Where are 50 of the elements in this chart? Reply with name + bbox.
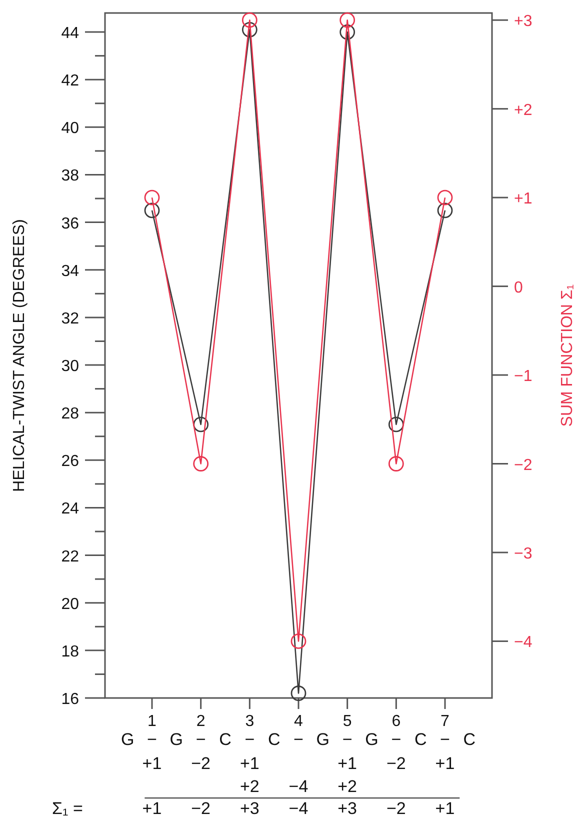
point	[144, 190, 160, 206]
y2-axis-title: SUM FUNCTION Σ₁	[559, 284, 576, 427]
y-tick-label: 44	[61, 25, 80, 42]
y2-tick-label: +3	[514, 13, 532, 30]
point	[437, 202, 453, 218]
y2-tick-label: −2	[514, 456, 532, 474]
point	[144, 202, 160, 218]
point	[290, 686, 306, 701]
y2-tick-label: −1	[514, 368, 532, 386]
text: G − G − C − C − G − G − C − C	[120, 730, 476, 749]
x-tick-label: 7	[440, 713, 450, 730]
y-tick-label: 40	[61, 120, 80, 138]
y2-tick-label: 0	[514, 279, 523, 296]
y-tick-label: 20	[61, 596, 80, 613]
y-tick-label: 36	[61, 215, 80, 232]
x-tick-label: 4	[294, 713, 304, 730]
y-tick-label: 24	[61, 500, 80, 518]
point	[388, 416, 404, 432]
point	[242, 22, 258, 38]
y-tick-label: 26	[61, 453, 80, 470]
point	[340, 12, 356, 28]
x-tick-label: 1	[148, 713, 157, 730]
x-tick-label: 5	[342, 713, 352, 730]
y-tick-label: 16	[61, 691, 80, 708]
point	[193, 416, 209, 432]
y-tick-label: 38	[61, 168, 80, 185]
y-tick-label: 22	[61, 548, 80, 566]
point	[290, 634, 306, 649]
y2-tick-label: −4	[514, 634, 532, 652]
point	[388, 456, 404, 472]
y-tick-label: 18	[61, 643, 80, 660]
y-tick-label: 34	[61, 262, 80, 280]
y-axis-title: HELICAL-TWIST ANGLE (DEGREES)	[11, 219, 28, 492]
point	[437, 190, 453, 206]
point	[193, 456, 209, 472]
x-tick-label: 3	[245, 713, 254, 730]
text: +2 −4 +2	[240, 777, 358, 796]
point	[340, 24, 356, 40]
y-tick-label: 30	[61, 358, 80, 376]
x-tick-label: 6	[392, 713, 401, 730]
y2-tick-label: +1	[514, 190, 532, 208]
text: Σ₁ = +1 −2 +3 −4 +3 −2 +1	[52, 799, 455, 818]
point	[242, 12, 258, 28]
text: +1 −2 +1 +1 −2 +1	[142, 754, 455, 773]
x-tick-label: 2	[196, 713, 206, 730]
y-tick-label: 32	[61, 310, 80, 328]
y-tick-label: 42	[61, 72, 80, 90]
y2-tick-label: +2	[514, 102, 532, 119]
y-tick-label: 28	[61, 406, 80, 423]
y2-tick-label: −3	[514, 545, 532, 562]
